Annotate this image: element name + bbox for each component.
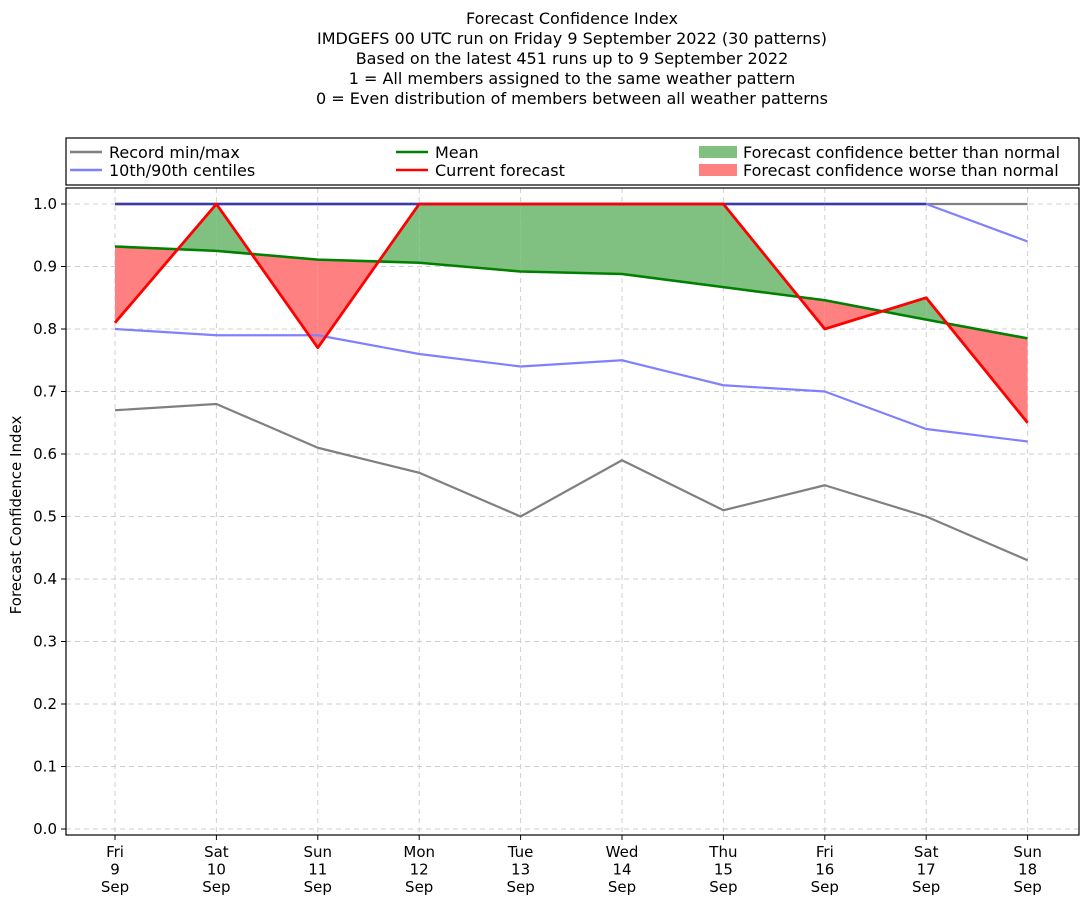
series-line-current-top <box>114 202 1029 424</box>
plot-frame <box>65 187 1080 836</box>
x-tick-label: Mon <box>403 843 435 861</box>
x-tick-label: Sat <box>914 843 939 861</box>
x-tick-label: Sep <box>709 878 737 896</box>
x-tick-label: Sep <box>101 878 129 896</box>
y-tick-label: 0.1 <box>33 758 57 776</box>
confidence-fill <box>824 300 883 329</box>
confidence-fill <box>419 204 521 272</box>
title-line: Based on the latest 451 runs up to 9 Sep… <box>356 49 789 68</box>
series-line-mean <box>114 245 1028 340</box>
legend-label: Record min/max <box>109 143 240 162</box>
x-tick-label: Tue <box>507 843 534 861</box>
x-tick-label: Sep <box>811 878 839 896</box>
x-tick-label: Fri <box>106 843 124 861</box>
x-tick-label: 13 <box>511 861 530 879</box>
y-tick-label: 0.2 <box>33 695 57 713</box>
x-tick-label: Sep <box>912 878 940 896</box>
x-tick-label: Wed <box>606 843 639 861</box>
x-tick-label: Sep <box>506 878 534 896</box>
title-line: IMDGEFS 00 UTC run on Friday 9 September… <box>317 29 827 48</box>
y-axis-ticks: 0.0 0.1 0.2 0.3 0.4 0.5 0.6 0.7 0.8 0.9 1.0 <box>33 195 66 838</box>
x-tick-label: 14 <box>612 861 631 879</box>
legend-label: 10th/90th centiles <box>109 161 255 180</box>
x-tick-label: Sat <box>204 843 229 861</box>
title-line: Forecast Confidence Index <box>466 9 678 28</box>
legend-patch-swatch <box>699 146 737 158</box>
x-tick-label: Fri <box>816 843 834 861</box>
x-tick-label: Sun <box>1013 843 1042 861</box>
x-tick-label: 9 <box>110 861 120 879</box>
legend-label: Forecast confidence worse than normal <box>743 161 1059 180</box>
legend-label: Current forecast <box>435 161 565 180</box>
legend-patch-swatch <box>699 164 737 176</box>
title-line: 1 = All members assigned to the same wea… <box>349 69 796 88</box>
x-tick-label: Sep <box>608 878 636 896</box>
x-tick-label: 10 <box>207 861 226 879</box>
y-tick-label: 0.9 <box>33 258 57 276</box>
x-tick-label: 17 <box>917 861 936 879</box>
x-tick-label: 18 <box>1018 861 1037 879</box>
x-tick-label: 11 <box>308 861 327 879</box>
confidence-fill <box>882 297 927 320</box>
series-line-centile-10 <box>114 327 1028 443</box>
x-tick-label: Sep <box>405 878 433 896</box>
x-tick-label: 12 <box>410 861 429 879</box>
x-tick-label: 15 <box>714 861 733 879</box>
y-tick-label: 0.4 <box>33 570 57 588</box>
legend-label: Forecast confidence better than normal <box>743 143 1060 162</box>
legend-box <box>65 137 1080 186</box>
y-tick-label: 0.3 <box>33 633 57 651</box>
y-tick-label: 0.8 <box>33 320 57 338</box>
x-tick-label: Sep <box>202 878 230 896</box>
title-line: 0 = Even distribution of members between… <box>316 89 828 108</box>
y-tick-label: 0.7 <box>33 383 57 401</box>
legend-label: Mean <box>435 143 479 162</box>
confidence-fill <box>520 204 622 274</box>
x-tick-label: 16 <box>815 861 834 879</box>
y-tick-label: 1.0 <box>33 195 57 213</box>
x-tick-label: Sep <box>1013 878 1041 896</box>
y-tick-label: 0.6 <box>33 445 57 463</box>
y-axis-label: Forecast Confidence Index <box>7 416 25 615</box>
confidence-fill <box>622 204 724 288</box>
series-line-record-min <box>114 402 1029 562</box>
x-tick-label: Sep <box>304 878 332 896</box>
y-tick-label: 0.0 <box>33 820 57 838</box>
plot-area <box>65 187 1080 836</box>
x-axis-ticks: Fri9SepSat10SepSun11SepMon12SepTue13SepW… <box>101 835 1042 896</box>
y-tick-label: 0.5 <box>33 508 57 526</box>
x-tick-label: Sun <box>304 843 333 861</box>
x-tick-label: Thu <box>708 843 737 861</box>
